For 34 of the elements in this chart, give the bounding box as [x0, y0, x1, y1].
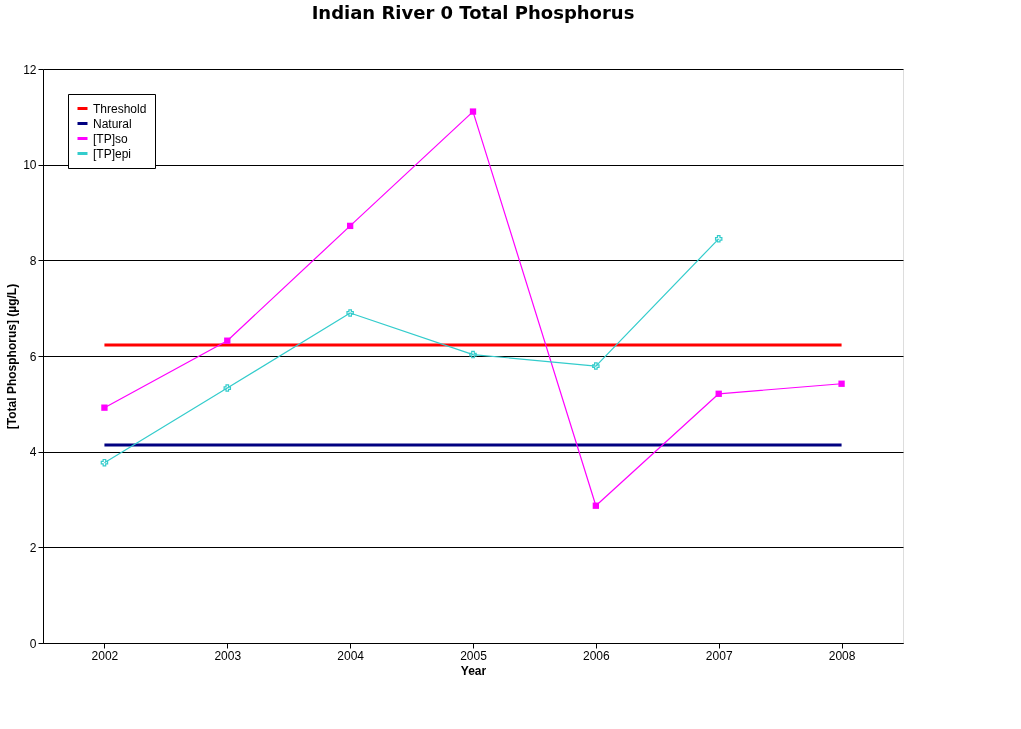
x-tick-label: 2008	[828, 648, 856, 663]
point	[223, 384, 232, 392]
point	[838, 380, 845, 387]
x-tick-label: 2003	[214, 648, 242, 663]
point	[101, 404, 108, 411]
point	[592, 362, 600, 370]
point	[714, 235, 723, 243]
point	[715, 390, 722, 397]
point	[469, 108, 477, 115]
point	[346, 222, 354, 230]
legend-label: [TP]epi	[93, 146, 132, 161]
point	[224, 337, 231, 344]
y-tick-label: 2	[29, 540, 37, 555]
point	[346, 309, 354, 317]
point	[592, 502, 600, 509]
x-tick-label: 2005	[460, 648, 488, 663]
legend-label: Threshold	[93, 101, 147, 116]
point	[469, 350, 477, 359]
y-tick-label: 8	[29, 253, 37, 268]
y-tick-label: 4	[29, 445, 37, 460]
y-axis-title: [Total Phosphorus] (µg/L)	[5, 283, 20, 430]
x-tick-label: 2004	[337, 648, 365, 663]
x-axis-title: Year	[460, 663, 487, 678]
x-tick-label: 2007	[705, 648, 733, 663]
legend-label: [TP]so	[93, 131, 128, 146]
x-tick-label: 2002	[91, 648, 119, 663]
y-tick-label: 12	[23, 62, 37, 77]
y-tick-label: 10	[23, 158, 37, 173]
y-tick-label: 0	[29, 636, 37, 651]
x-tick-label: 2006	[583, 648, 611, 663]
y-tick-label: 6	[29, 349, 37, 364]
point	[100, 458, 109, 467]
legend-label: Natural	[93, 116, 132, 131]
chart-title: Indian River 0 Total Phosphorus	[311, 2, 635, 23]
